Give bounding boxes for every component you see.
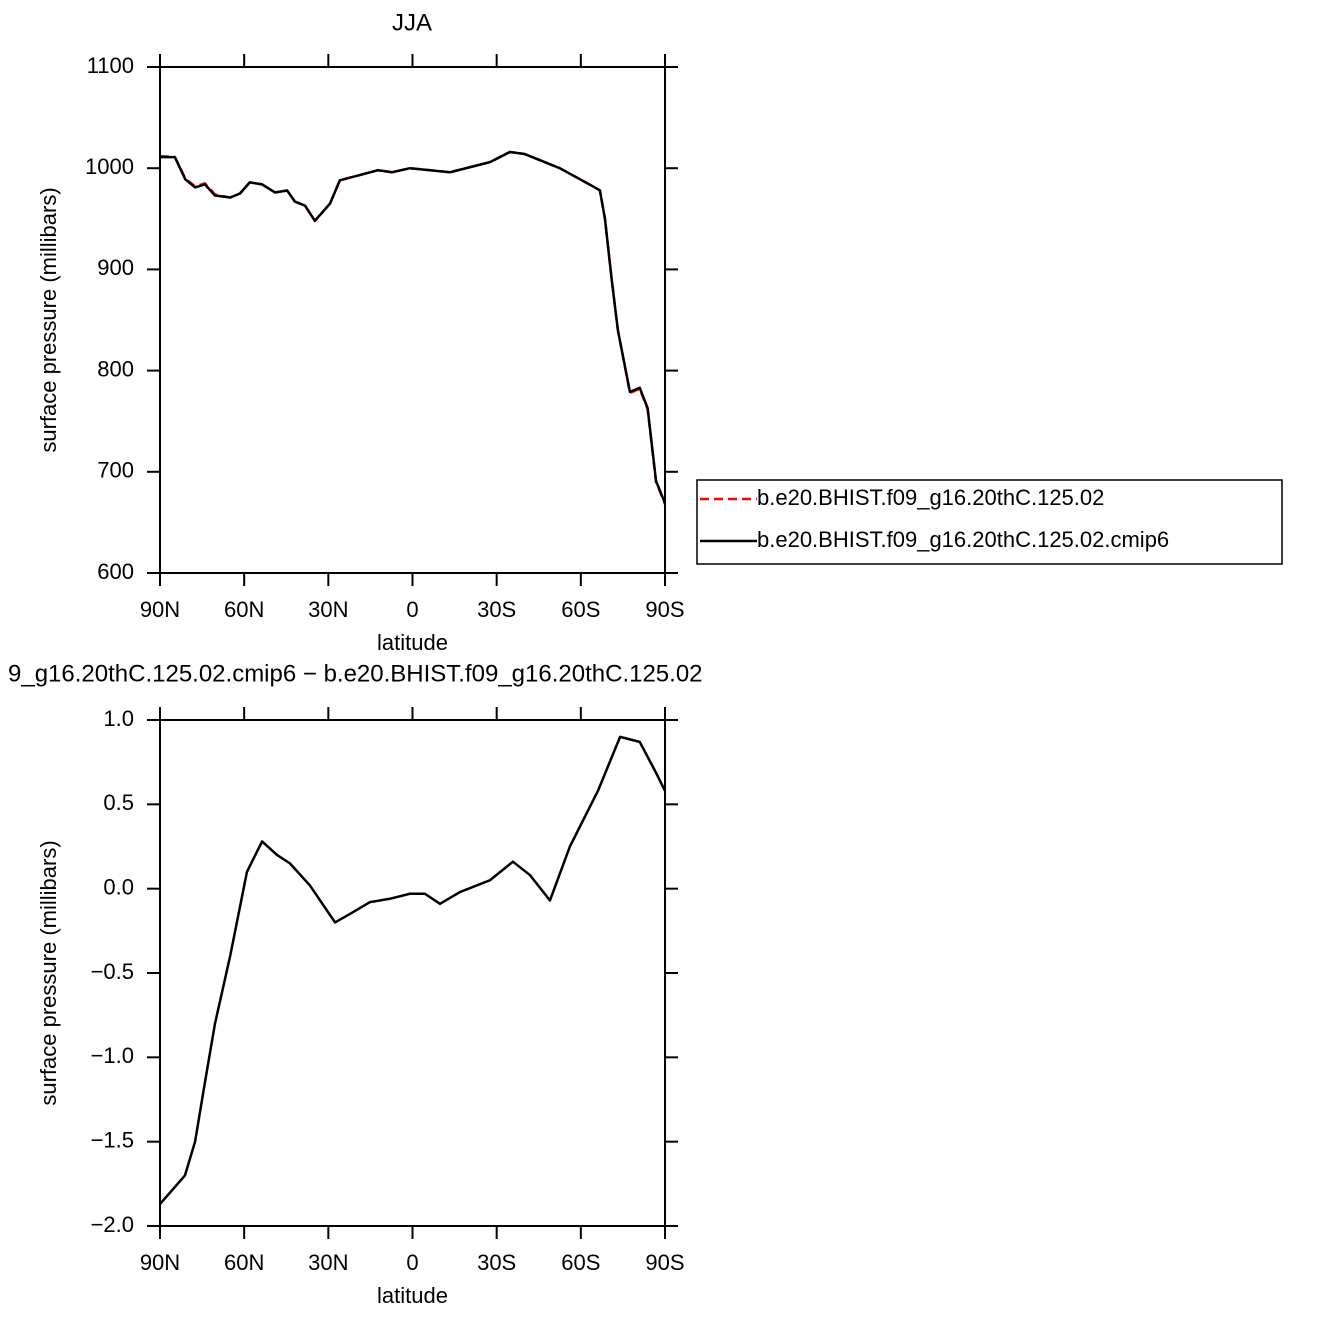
y-tick-label: 600 <box>97 559 134 584</box>
chart-title: 9_g16.20thC.125.02.cmip6 − b.e20.BHIST.f… <box>8 660 703 687</box>
x-axis-label: latitude <box>377 630 448 655</box>
plot-frame <box>159 719 666 1227</box>
y-axis-label: surface pressure (millibars) <box>36 187 61 452</box>
y-tick-label: −1.5 <box>91 1127 134 1152</box>
x-tick-label: 30N <box>308 597 348 622</box>
x-tick-label: 60N <box>224 597 264 622</box>
x-tick-label: 30S <box>477 1250 516 1275</box>
x-tick-label: 60S <box>561 1250 600 1275</box>
y-tick-label: −2.0 <box>91 1212 134 1237</box>
legend-box <box>696 479 1283 565</box>
x-tick-label: 30S <box>477 597 516 622</box>
x-tick-label: 90S <box>645 1250 684 1275</box>
data-line <box>159 735 667 1205</box>
y-tick-label: 1000 <box>85 154 134 179</box>
x-tick-label: 30N <box>308 1250 348 1275</box>
x-tick-label: 0 <box>406 597 418 622</box>
y-tick-label: −1.0 <box>91 1043 134 1068</box>
y-tick-label: 1100 <box>87 53 134 78</box>
x-tick-label: 90N <box>140 597 180 622</box>
y-tick-label: −0.5 <box>91 959 134 984</box>
y-tick-label: 800 <box>97 356 134 381</box>
plot-frame <box>159 66 666 574</box>
y-tick-label: 900 <box>97 255 134 280</box>
x-axis-label: latitude <box>377 1283 448 1308</box>
y-axis-label: surface pressure (millibars) <box>36 840 61 1105</box>
data-line <box>160 150 667 504</box>
x-tick-label: 60N <box>224 1250 264 1275</box>
data-line <box>159 150 667 505</box>
y-tick-label: 0.0 <box>103 874 134 899</box>
x-tick-label: 90N <box>140 1250 180 1275</box>
legend-label: b.e20.BHIST.f09_g16.20thC.125.02 <box>757 485 1104 510</box>
legend-label: b.e20.BHIST.f09_g16.20thC.125.02.cmip6 <box>757 527 1169 552</box>
y-tick-label: 0.5 <box>103 790 134 815</box>
x-tick-label: 0 <box>406 1250 418 1275</box>
x-tick-label: 60S <box>561 597 600 622</box>
y-tick-label: 700 <box>97 458 134 483</box>
x-tick-label: 90S <box>645 597 684 622</box>
chart-title: JJA <box>392 9 432 36</box>
y-tick-label: 1.0 <box>103 706 134 731</box>
